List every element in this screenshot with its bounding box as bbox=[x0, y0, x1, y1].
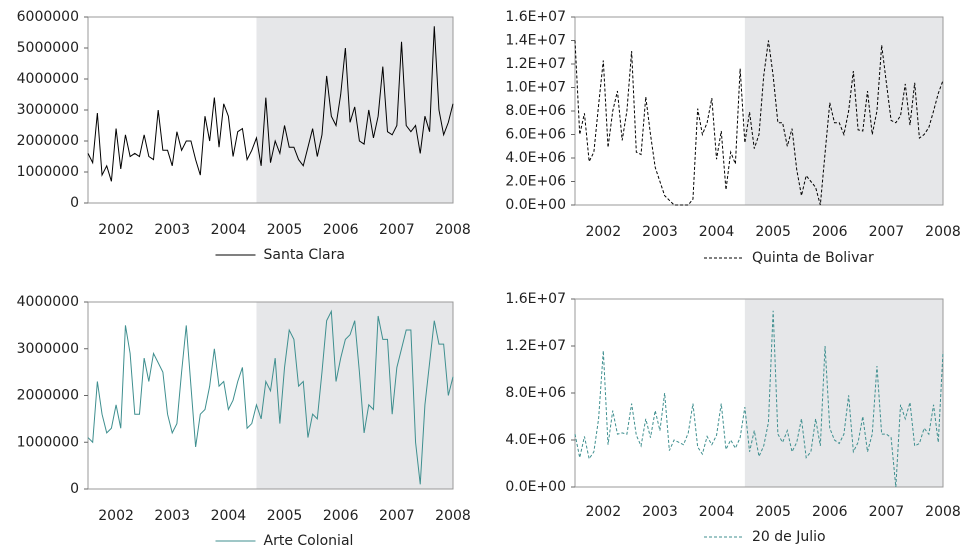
data-line bbox=[87, 309, 454, 485]
x-tick-label: 2003 bbox=[154, 222, 190, 238]
data-line bbox=[87, 26, 454, 182]
y-tick-label: 2.0E+06 bbox=[505, 174, 566, 190]
highlight-region bbox=[744, 17, 943, 205]
x-tick-label: 2007 bbox=[379, 222, 415, 238]
y-tick-label: 6.0E+06 bbox=[505, 127, 566, 143]
x-tick-label: 2006 bbox=[812, 224, 848, 240]
x-tick-label: 2006 bbox=[323, 508, 359, 524]
y-tick-label: 1000000 bbox=[17, 164, 79, 180]
legend-label: Quinta de Bolivar bbox=[752, 250, 874, 266]
y-tick-label: 1.2E+07 bbox=[505, 338, 566, 354]
y-tick-label: 8.0E+06 bbox=[505, 385, 566, 401]
y-tick-label: 1.0E+07 bbox=[505, 80, 566, 96]
legend-label: Santa Clara bbox=[264, 247, 345, 263]
x-tick-label: 2004 bbox=[211, 222, 247, 238]
x-tick-label: 2003 bbox=[154, 508, 190, 524]
x-tick-label: 2002 bbox=[98, 222, 134, 238]
y-tick-label: 3000000 bbox=[17, 102, 79, 118]
x-tick-label: 2008 bbox=[925, 504, 961, 520]
x-tick-label: 2007 bbox=[869, 224, 905, 240]
y-tick-label: 0.0E+00 bbox=[505, 197, 566, 213]
x-tick-label: 2008 bbox=[435, 508, 471, 524]
x-tick-label: 2005 bbox=[755, 224, 791, 240]
data-line bbox=[574, 40, 944, 206]
y-tick-label: 0 bbox=[70, 195, 79, 211]
x-tick-label: 2004 bbox=[211, 508, 247, 524]
x-tick-label: 2006 bbox=[812, 504, 848, 520]
x-tick-label: 2006 bbox=[323, 222, 359, 238]
x-tick-label: 2008 bbox=[435, 222, 471, 238]
x-tick-label: 2005 bbox=[267, 222, 303, 238]
y-tick-label: 5000000 bbox=[17, 40, 79, 56]
y-tick-label: 1.4E+07 bbox=[505, 33, 566, 49]
y-tick-label: 8.0E+06 bbox=[505, 103, 566, 119]
y-tick-label: 6000000 bbox=[17, 9, 79, 25]
y-tick-label: 1000000 bbox=[17, 434, 79, 450]
x-tick-label: 2003 bbox=[642, 504, 678, 520]
y-tick-label: 0 bbox=[70, 481, 79, 497]
x-tick-label: 2002 bbox=[585, 224, 621, 240]
highlight-region bbox=[744, 299, 943, 487]
y-tick-label: 4.0E+06 bbox=[505, 150, 566, 166]
y-tick-label: 4.0E+06 bbox=[505, 432, 566, 448]
y-tick-label: 1.6E+07 bbox=[505, 291, 566, 307]
highlight-region bbox=[256, 302, 453, 489]
x-tick-label: 2007 bbox=[379, 508, 415, 524]
x-tick-label: 2007 bbox=[869, 504, 905, 520]
y-tick-label: 0.0E+00 bbox=[505, 479, 566, 495]
y-tick-label: 2000000 bbox=[17, 133, 79, 149]
y-tick-label: 2000000 bbox=[17, 388, 79, 404]
y-tick-label: 3000000 bbox=[17, 341, 79, 357]
y-tick-label: 4000000 bbox=[17, 294, 79, 310]
x-tick-label: 2005 bbox=[755, 504, 791, 520]
y-tick-label: 4000000 bbox=[17, 71, 79, 87]
x-tick-label: 2008 bbox=[925, 224, 961, 240]
y-tick-label: 1.6E+07 bbox=[505, 9, 566, 25]
x-tick-label: 2002 bbox=[585, 504, 621, 520]
x-tick-label: 2002 bbox=[98, 508, 134, 524]
x-tick-label: 2005 bbox=[267, 508, 303, 524]
y-tick-label: 1.2E+07 bbox=[505, 56, 566, 72]
legend-label: 20 de Julio bbox=[752, 529, 826, 545]
x-tick-label: 2004 bbox=[699, 504, 735, 520]
x-tick-label: 2004 bbox=[699, 224, 735, 240]
x-tick-label: 2003 bbox=[642, 224, 678, 240]
legend-label: Arte Colonial bbox=[264, 533, 354, 549]
